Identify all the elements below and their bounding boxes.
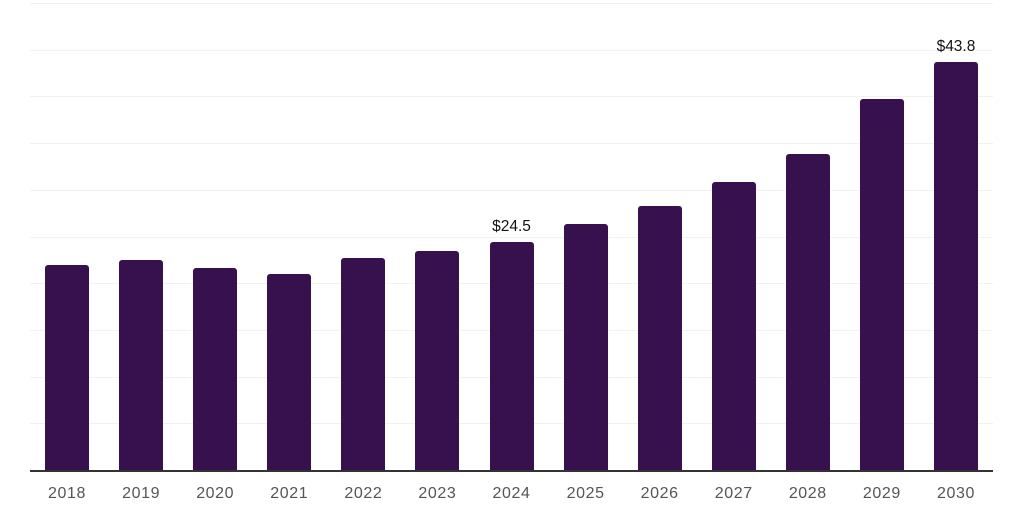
x-tick-label-2026: 2026 [640, 485, 679, 502]
gridline [30, 3, 993, 4]
bar-2026 [637, 205, 682, 471]
bar-slot [549, 4, 623, 471]
bar-slot [623, 4, 697, 471]
x-tick-label-2018: 2018 [48, 485, 87, 502]
bar-2018 [45, 264, 90, 471]
bar-2019 [119, 259, 164, 471]
x-tick-label-2028: 2028 [788, 485, 827, 502]
bar-slot [178, 4, 252, 471]
bar-value-label-2024: $24.5 [492, 218, 531, 236]
bar-2025 [563, 224, 608, 471]
x-tick-label-2021: 2021 [270, 485, 309, 502]
gridline [30, 143, 993, 145]
x-tick-label-2023: 2023 [418, 485, 457, 502]
bar-2028 [785, 154, 830, 471]
x-tick-label-2027: 2027 [714, 485, 753, 502]
x-axis-tick-labels: 2018 2019 2020 2021 2022 2023 2024 2025 2026 2027… [30, 484, 993, 503]
x-tick-label-2022: 2022 [344, 485, 383, 502]
bar-2027 [711, 182, 756, 471]
bar-slot [771, 4, 845, 471]
bar-slot [252, 4, 326, 471]
bar-2024 [489, 242, 534, 471]
bar-slot: $24.5 [474, 4, 548, 471]
x-tick-label-2025: 2025 [566, 485, 605, 502]
bar-value-label-2030: $43.8 [936, 37, 976, 55]
x-tick-label-2030: 2030 [936, 485, 975, 502]
bar-slot: $43.8 [919, 4, 993, 471]
x-tick-label-2019: 2019 [122, 485, 161, 502]
gridline [30, 49, 993, 51]
gridline [30, 236, 993, 238]
bar-2029 [859, 99, 904, 471]
bar-slot [400, 4, 474, 471]
bar-2021 [267, 273, 312, 471]
bar-slot [104, 4, 178, 471]
bar-2030 [933, 61, 978, 471]
gridline [30, 96, 993, 98]
bar-2020 [193, 268, 238, 471]
bar-2022 [341, 258, 386, 471]
bars-row: $24.5 $43.8 [30, 4, 993, 471]
bar-slot [697, 4, 771, 471]
plot-area: $24.5 $43.8 [30, 3, 993, 472]
x-tick-label-2029: 2029 [862, 485, 901, 502]
x-axis-line [30, 470, 993, 472]
x-tick-label-2024: 2024 [492, 485, 531, 502]
gridline [30, 189, 993, 191]
bar-2023 [415, 250, 460, 471]
bar-slot [845, 4, 919, 471]
bar-slot [30, 4, 104, 471]
bar-slot [326, 4, 400, 471]
x-tick-label-2020: 2020 [196, 485, 235, 502]
